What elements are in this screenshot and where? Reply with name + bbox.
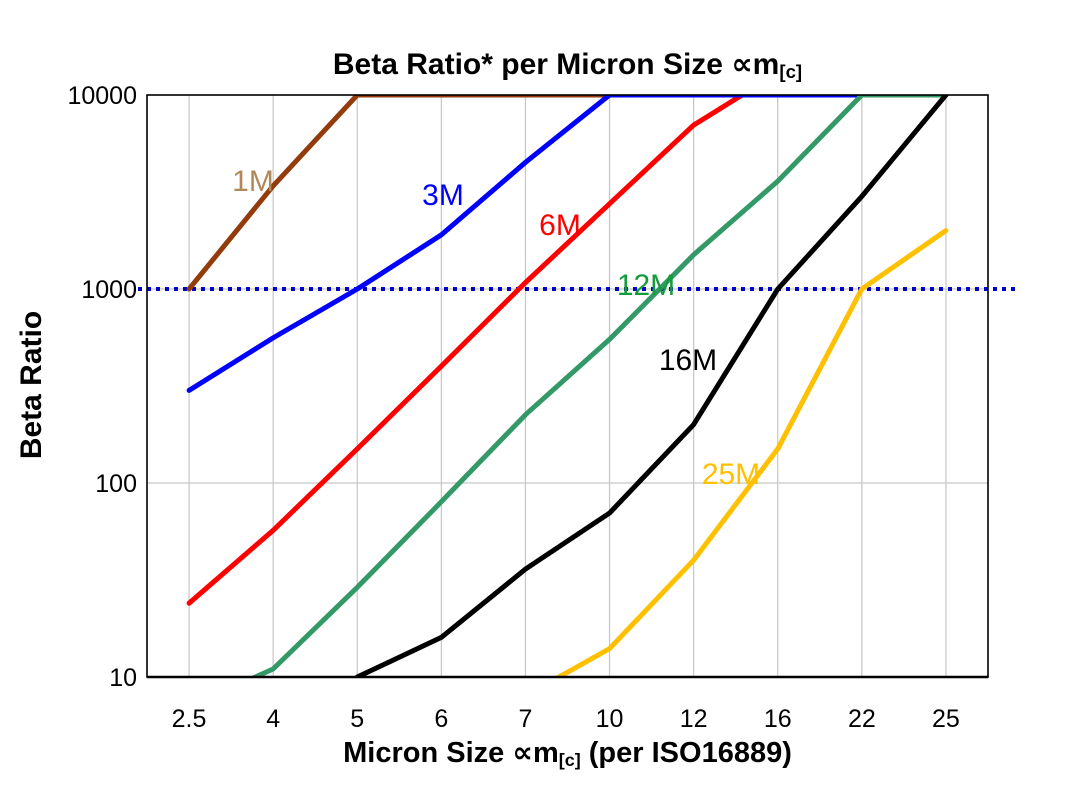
x-tick-label-2.5: 2.5: [172, 705, 207, 733]
series-line-1M: [186, 95, 949, 292]
series-line-6M: [186, 95, 747, 606]
x-tick-label-25: 25: [932, 705, 960, 733]
x-tick-label-10: 10: [596, 705, 624, 733]
chart-title-subscript: [c]: [779, 61, 803, 83]
series-line-16M: [354, 95, 949, 677]
x-tick-label-12: 12: [680, 705, 708, 733]
y-tick-label-100: 100: [95, 470, 137, 498]
x-axis-title-suffix: (per ISO16889): [580, 737, 792, 769]
y-tick-label-1000: 1000: [81, 276, 137, 304]
series-label-12M: 12M: [617, 269, 675, 302]
series-label-25M: 25M: [702, 458, 760, 491]
x-axis-title: Micron Size ∝m[c] (per ISO16889): [147, 735, 988, 771]
series-label-1M: 1M: [232, 165, 274, 198]
series-label-6M: 6M: [539, 209, 581, 242]
proportional-symbol: ∝m: [512, 737, 559, 769]
chart-title-text: Beta Ratio* per Micron Size: [332, 48, 732, 81]
y-tick-label-10: 10: [109, 664, 137, 692]
x-tick-label-16: 16: [764, 705, 792, 733]
x-tick-label-4: 4: [266, 705, 280, 733]
y-axis-title: Beta Ratio: [15, 310, 48, 460]
x-tick-label-22: 22: [848, 705, 876, 733]
x-tick-label-5: 5: [350, 705, 364, 733]
series-label-3M: 3M: [422, 179, 464, 212]
x-tick-label-6: 6: [434, 705, 448, 733]
y-tick-label-10000: 10000: [67, 82, 137, 110]
proportional-symbol: ∝m: [731, 48, 780, 81]
chart-title: Beta Ratio* per Micron Size ∝m[c]: [147, 47, 988, 83]
x-axis-title-text: Micron Size: [343, 737, 513, 769]
x-axis-title-subscript: [c]: [558, 749, 581, 770]
series-label-16M: 16M: [659, 344, 717, 377]
x-tick-label-7: 7: [518, 705, 532, 733]
series-line-25M: [553, 228, 949, 677]
series-line-12M: [249, 95, 949, 677]
series-line-3M: [186, 95, 949, 393]
